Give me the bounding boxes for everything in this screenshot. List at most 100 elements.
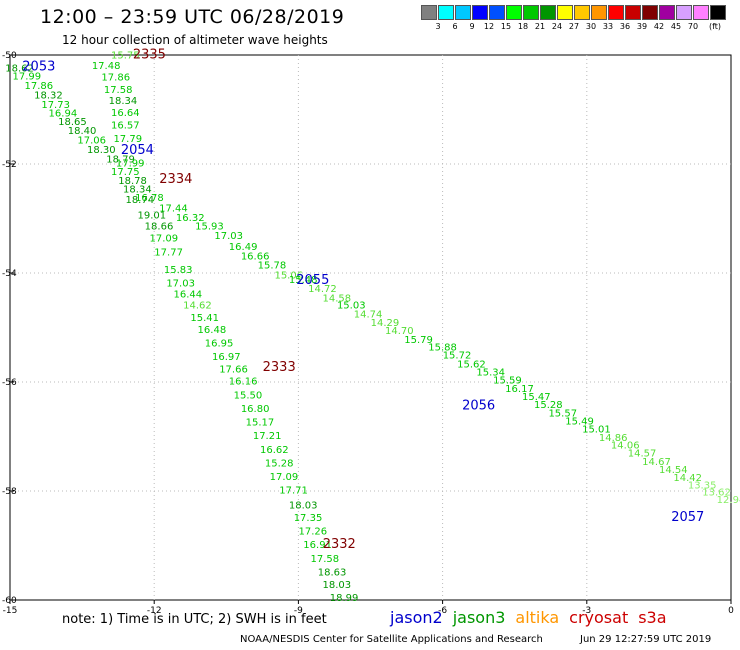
- y-tick-label: -58: [2, 487, 17, 497]
- wave-height-label: 18.34: [123, 184, 152, 195]
- wave-height-label: 18.30: [87, 145, 116, 156]
- wave-height-label: 14.42: [673, 473, 702, 484]
- wave-height-label: 15.79: [404, 335, 433, 346]
- mission-altika-label: altika: [515, 608, 560, 627]
- mission-s3a-label: s3a: [638, 608, 667, 627]
- y-tick-label: -54: [2, 269, 17, 279]
- x-tick-label: -6: [438, 606, 447, 616]
- wave-height-label: 15.06: [274, 270, 303, 281]
- pass-time-label: 2056: [462, 398, 495, 413]
- wave-height-label: 14.54: [659, 465, 688, 476]
- legend-swatch: [591, 5, 607, 20]
- y-tick-label: -60: [2, 596, 17, 606]
- legend-value-label: 9: [469, 22, 475, 31]
- x-tick-label: -9: [294, 606, 303, 616]
- wave-height-label: 16.64: [111, 108, 140, 119]
- y-tick-label: -52: [2, 160, 17, 170]
- wave-height-label: 12.94: [717, 495, 740, 506]
- legend-swatch: [455, 5, 471, 20]
- mission-cryosat-label: cryosat: [569, 608, 629, 627]
- wave-height-label: 15.88: [428, 342, 457, 353]
- wave-height-label: 16.44: [174, 290, 203, 301]
- wave-height-label: 19.01: [137, 211, 166, 222]
- wave-height-label: 15.01: [582, 425, 611, 436]
- wave-height-label: 17.99: [116, 159, 145, 170]
- legend-value-label: 18: [517, 22, 529, 31]
- wave-height-label: 18.74: [125, 195, 154, 206]
- wave-height-label: 17.06: [77, 135, 106, 146]
- wave-height-label: 18.79: [106, 154, 135, 165]
- wave-height-label: 17.09: [149, 233, 178, 244]
- wave-height-label: 17.03: [214, 231, 243, 242]
- legend-value-label: 15: [500, 22, 512, 31]
- wave-height-label: 17.99: [13, 72, 42, 83]
- pass-time-label: 2053: [22, 59, 55, 74]
- wave-height-label: 13.35: [688, 480, 717, 491]
- mission-jason2-label: jason2: [390, 608, 443, 627]
- wave-height-label: 17.26: [298, 527, 327, 538]
- wave-height-label: 14.58: [323, 293, 352, 304]
- wave-height-label: 15.48: [289, 275, 318, 286]
- legend-value-label: 70: [687, 22, 699, 31]
- wave-height-label: 17.66: [219, 365, 248, 376]
- wave-height-label: 14.74: [354, 310, 383, 321]
- wave-height-label: 16.57: [111, 121, 140, 132]
- wave-height-label: 18.32: [34, 91, 63, 102]
- wave-height-label: 16.97: [212, 352, 241, 363]
- y-tick-label: -56: [2, 378, 17, 388]
- legend-swatch: [506, 5, 522, 20]
- legend-swatch: [659, 5, 675, 20]
- wave-height-label: 18.78: [118, 176, 147, 187]
- legend-swatch: [608, 5, 624, 20]
- wave-height-label: 17.79: [113, 134, 142, 145]
- legend-swatch: [710, 5, 726, 20]
- legend-value-label: 42: [653, 22, 665, 31]
- credit-line: NOAA/NESDIS Center for Satellite Applica…: [240, 634, 543, 645]
- wave-height-label: 17.77: [154, 248, 183, 259]
- wave-height-label: 16.94: [49, 109, 78, 120]
- wave-height-label: 14.86: [599, 433, 628, 444]
- legend-swatch: [676, 5, 692, 20]
- wave-height-label: 15.57: [548, 408, 577, 419]
- legend-swatch: [523, 5, 539, 20]
- wave-height-label: 14.29: [371, 318, 400, 329]
- wave-height-label: 18.03: [323, 580, 352, 591]
- wave-height-label: 14.70: [385, 326, 414, 337]
- legend-swatch: [472, 5, 488, 20]
- page-subtitle: 12 hour collection of altimeter wave hei…: [62, 33, 328, 47]
- wave-height-label: 17.58: [311, 554, 340, 565]
- wave-height-label: 18.62: [5, 63, 34, 74]
- legend-swatch: [574, 5, 590, 20]
- legend-value-label: 12: [483, 22, 495, 31]
- wave-height-label: 18.99: [330, 593, 359, 604]
- wave-height-label: 14.62: [183, 300, 212, 311]
- wave-height-label: 17.35: [294, 513, 323, 524]
- pass-time-label: 2335: [133, 47, 166, 62]
- mission-legend: jason2 jason3 altika cryosat s3a: [390, 608, 677, 627]
- wave-height-label: 16.78: [135, 193, 164, 204]
- pass-time-label: 2333: [263, 360, 296, 375]
- pass-time-label: 2057: [671, 510, 704, 525]
- wave-height-label: 17.73: [41, 100, 70, 111]
- wave-height-label: 17.75: [111, 167, 140, 178]
- wave-height-label: 15.49: [565, 417, 594, 428]
- wave-height-label: 16.17: [505, 384, 534, 395]
- legend-value-label: 6: [452, 22, 458, 31]
- wave-height-label: 16.95: [205, 339, 234, 350]
- wave-height-label: 15.47: [522, 392, 551, 403]
- legend-swatch: [421, 5, 437, 20]
- mission-jason3-label: jason3: [452, 608, 506, 627]
- wave-height-color-legend: 3 6 9 12 15 18 21 24 27 30 33 36 39 42 45 70: [421, 5, 728, 35]
- wave-height-label: 18.03: [289, 500, 318, 511]
- wave-height-label: 15.93: [195, 221, 224, 232]
- wave-height-label: 18.63: [318, 567, 347, 578]
- legend-swatch: [489, 5, 505, 20]
- wave-height-label: 18.66: [145, 221, 174, 232]
- legend-value-label: 36: [619, 22, 631, 31]
- legend-value-label: 24: [551, 22, 563, 31]
- wave-height-label: 18.65: [58, 117, 87, 128]
- y-tick-label: -50: [2, 51, 17, 61]
- wave-height-label: 17.03: [166, 279, 195, 290]
- wave-height-label: 16.66: [241, 251, 270, 262]
- wave-height-label: 17.09: [270, 472, 299, 483]
